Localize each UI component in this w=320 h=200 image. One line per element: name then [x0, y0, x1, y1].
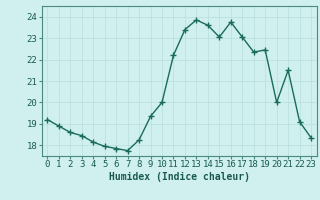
X-axis label: Humidex (Indice chaleur): Humidex (Indice chaleur) — [109, 172, 250, 182]
